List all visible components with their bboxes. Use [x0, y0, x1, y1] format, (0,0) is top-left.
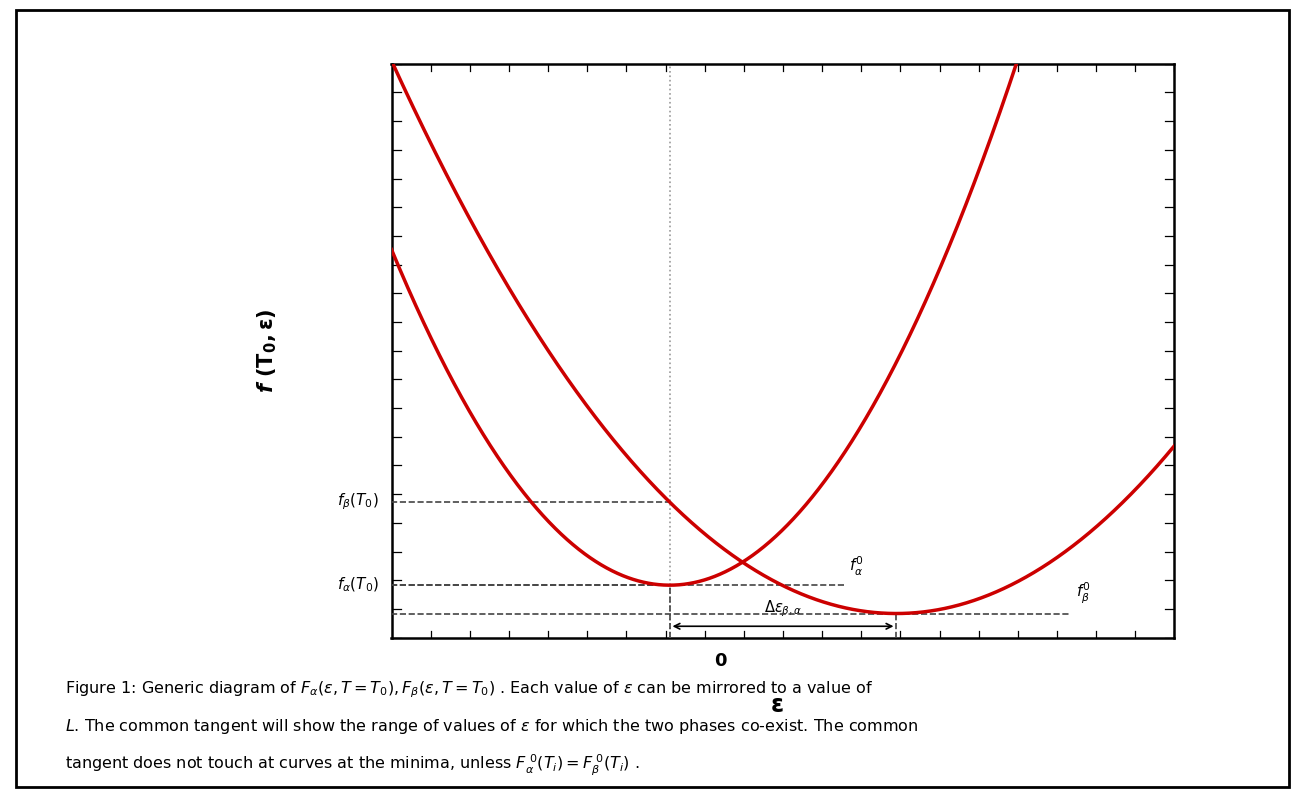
Text: $f_{\beta}(T_0)$: $f_{\beta}(T_0)$ — [338, 492, 380, 512]
Text: $L$. The common tangent will show the range of values of $\varepsilon$ for which: $L$. The common tangent will show the ra… — [65, 717, 919, 736]
Text: $\boldsymbol{\varepsilon}$: $\boldsymbol{\varepsilon}$ — [770, 693, 783, 717]
Text: $\mathbf{0}$: $\mathbf{0}$ — [714, 652, 728, 669]
Text: $f_{\alpha}(T_0)$: $f_{\alpha}(T_0)$ — [337, 576, 380, 595]
Text: tangent does not touch at curves at the minima, unless $F_{\alpha}^{\;0}(T_i)=F_: tangent does not touch at curves at the … — [65, 753, 639, 778]
Text: $f^0_{\alpha}$: $f^0_{\alpha}$ — [850, 555, 864, 578]
Text: Figure 1: Generic diagram of $F_{\alpha}(\varepsilon,T=T_0),F_{\beta}(\varepsilo: Figure 1: Generic diagram of $F_{\alpha}… — [65, 679, 873, 700]
Text: $\Delta\varepsilon_{\beta,\alpha}$: $\Delta\varepsilon_{\beta,\alpha}$ — [763, 599, 803, 619]
Text: $\boldsymbol{f}$ $\mathbf{(T_0,\varepsilon)}$: $\boldsymbol{f}$ $\mathbf{(T_0,\varepsil… — [256, 308, 279, 393]
Text: $f^0_{\beta}$: $f^0_{\beta}$ — [1075, 581, 1090, 607]
